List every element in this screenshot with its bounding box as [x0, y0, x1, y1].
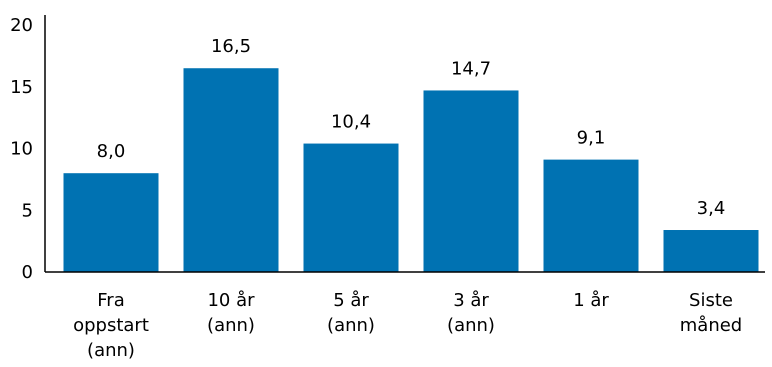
x-category-label-line: (ann) [447, 315, 495, 336]
bars-group [63, 68, 759, 272]
x-category-label: 1 år [573, 290, 609, 311]
bar [663, 230, 759, 272]
data-label: 3,4 [697, 198, 726, 219]
x-category-label-line: måned [680, 315, 742, 336]
x-category-label-line: 5 år [333, 290, 369, 311]
x-category-label: 10 år (ann) [207, 290, 255, 336]
x-category-label-line: Fra [97, 290, 124, 311]
data-label: 16,5 [211, 36, 251, 57]
data-label: 10,4 [331, 112, 371, 133]
bar [543, 159, 639, 272]
x-category-label-line: 10 år [207, 290, 255, 311]
x-category-label: 3 år (ann) [447, 290, 495, 336]
x-category-label-line: (ann) [207, 315, 255, 336]
data-labels-group: 8,0 16,5 10,4 14,7 9,1 3,4 [97, 36, 726, 219]
x-category-label-line: Siste [689, 290, 733, 311]
bar [423, 90, 519, 272]
y-tick-label: 0 [22, 262, 33, 283]
x-category-label: Siste måned [680, 290, 742, 336]
x-category-label-line: (ann) [327, 315, 375, 336]
data-label: 8,0 [97, 141, 126, 162]
bar [63, 173, 159, 272]
data-label: 14,7 [451, 58, 491, 79]
y-tick-label: 10 [10, 139, 33, 160]
x-category-label: 5 år (ann) [327, 290, 375, 336]
axes-group [44, 15, 765, 273]
category-labels-group: Fra oppstart (ann) 10 år (ann) 5 år (ann) 3 år (… [73, 290, 742, 361]
x-category-label-line: (ann) [87, 340, 135, 361]
x-category-label-line: 3 år [453, 290, 489, 311]
data-label: 9,1 [577, 128, 606, 149]
x-category-label-line: 1 år [573, 290, 609, 311]
bar [303, 143, 399, 272]
bar [183, 68, 279, 272]
y-tick-label: 15 [10, 77, 33, 98]
y-tick-label: 20 [10, 15, 33, 36]
y-tick-label: 5 [22, 200, 33, 221]
x-category-label-line: oppstart [73, 315, 149, 336]
x-category-label: Fra oppstart (ann) [73, 290, 149, 361]
y-axis-ticks: 0 5 10 15 20 [10, 15, 33, 283]
